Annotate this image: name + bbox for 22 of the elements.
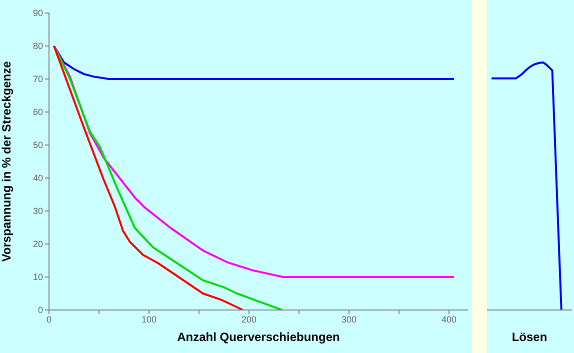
x-axis-title: Anzahl Querverschiebungen	[177, 330, 340, 344]
y-tick-label: 60	[32, 107, 43, 118]
x-tick-label: 0	[46, 314, 52, 324]
line-series	[53, 45, 455, 80]
y-tick-label: 90	[32, 8, 43, 18]
y-tick-label: 20	[32, 239, 43, 250]
line-series	[53, 45, 455, 278]
x-tick-label: 200	[241, 314, 257, 324]
x-tick-label: 100	[141, 314, 157, 324]
y-tick-label: 10	[32, 272, 43, 282]
y-axis-title: Vorspannung in % der Streckgenze	[0, 60, 14, 262]
x-tick-label: 300	[341, 314, 357, 324]
y-tick-label: 30	[32, 206, 43, 216]
x-tick-label: 400	[441, 314, 457, 324]
line-series	[53, 45, 283, 310]
y-tick-label: 0	[38, 305, 43, 316]
line-series	[53, 45, 244, 310]
y-tick-label: 70	[32, 74, 43, 84]
x-axis-title: Lösen	[512, 330, 548, 344]
y-tick-label: 50	[32, 140, 43, 150]
y-tick-label: 40	[32, 173, 43, 184]
y-tick-label: 80	[32, 41, 43, 52]
